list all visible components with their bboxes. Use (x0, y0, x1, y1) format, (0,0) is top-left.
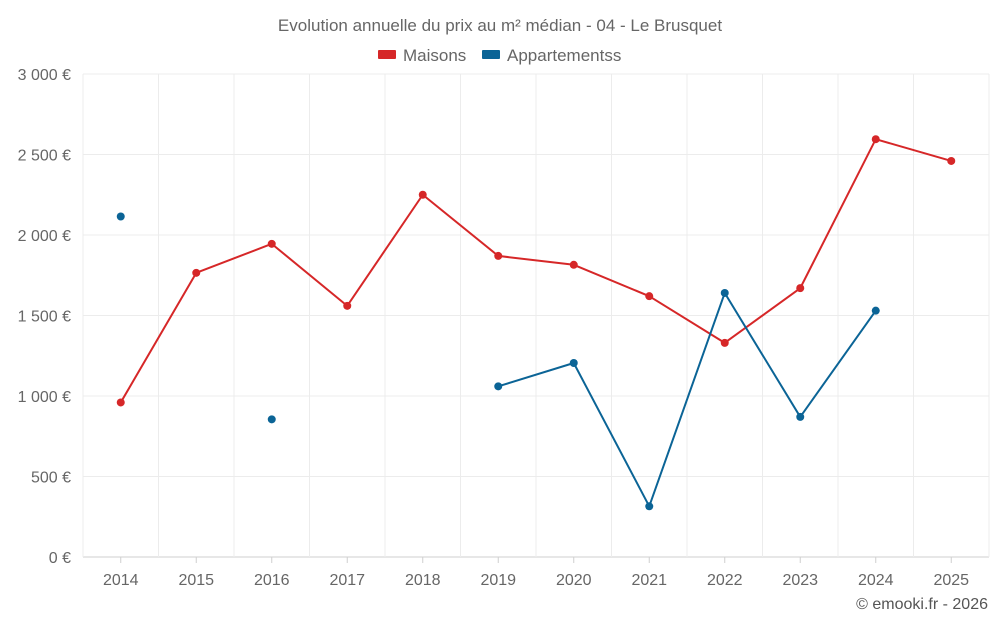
x-tick-label: 2025 (933, 572, 969, 589)
legend-item-appartements[interactable]: Appartementss (482, 46, 621, 65)
x-tick-label: 2017 (329, 572, 365, 589)
x-tick-label: 2022 (707, 572, 743, 589)
data-point-maisons-2015[interactable] (192, 268, 201, 277)
series-layer (116, 135, 956, 511)
y-tick-label: 2 000 € (18, 228, 71, 245)
legend-label-maisons: Maisons (403, 46, 466, 65)
data-point-appartementss-2016[interactable] (267, 415, 276, 424)
data-point-maisons-2018[interactable] (418, 190, 427, 199)
data-point-maisons-2023[interactable] (796, 284, 805, 293)
data-point-appartementss-2024[interactable] (871, 306, 880, 315)
x-tick-label: 2015 (178, 572, 214, 589)
data-point-appartementss-2019[interactable] (494, 382, 503, 391)
legend-swatch-appartements (482, 50, 500, 59)
grid (82, 73, 990, 558)
data-point-maisons-2019[interactable] (494, 251, 503, 260)
legend-swatch-maisons (378, 50, 396, 59)
y-tick-label: 1 000 € (18, 389, 71, 406)
data-point-maisons-2022[interactable] (720, 338, 729, 347)
y-tick-label: 3 000 € (18, 67, 71, 84)
x-tick-label: 2014 (103, 572, 139, 589)
legend-item-maisons[interactable]: Maisons (378, 46, 466, 65)
data-point-maisons-2024[interactable] (871, 135, 880, 144)
x-tick-label: 2021 (631, 572, 667, 589)
x-tick-label: 2018 (405, 572, 441, 589)
series-maisons (116, 135, 956, 407)
y-tick-label: 0 € (49, 550, 71, 567)
y-axis: 0 € 500 € 1 000 € 1 500 € 2 000 € 2 500 € 3 00… (18, 67, 71, 567)
data-point-maisons-2016[interactable] (267, 239, 276, 248)
legend-label-appartements: Appartementss (507, 46, 621, 65)
credit-text: © emooki.fr - 2026 (856, 596, 988, 613)
chart-legend: Maisons Appartementss (378, 46, 621, 65)
series-line-maisons (119, 138, 952, 403)
series-line-appartementss (497, 291, 877, 508)
data-point-appartementss-2023[interactable] (796, 412, 805, 421)
x-tick-label: 2016 (254, 572, 290, 589)
data-point-maisons-2017[interactable] (343, 301, 352, 310)
data-point-appartementss-2022[interactable] (720, 288, 729, 297)
x-tick-label: 2024 (858, 572, 894, 589)
data-point-appartementss-2021[interactable] (645, 502, 654, 511)
series-appartementss (116, 212, 880, 511)
y-tick-label: 2 500 € (18, 148, 71, 165)
y-tick-label: 500 € (31, 470, 71, 487)
y-tick-label: 1 500 € (18, 309, 71, 326)
data-point-maisons-2020[interactable] (569, 260, 578, 269)
x-tick-label: 2023 (782, 572, 818, 589)
data-point-maisons-2014[interactable] (116, 398, 125, 407)
data-point-maisons-2025[interactable] (947, 156, 956, 165)
x-tick-label: 2020 (556, 572, 592, 589)
chart-title: Evolution annuelle du prix au m² médian … (278, 16, 722, 35)
data-point-maisons-2021[interactable] (645, 292, 654, 301)
data-point-appartementss-2020[interactable] (569, 358, 578, 367)
data-point-appartementss-2014[interactable] (116, 212, 125, 221)
x-tick-label: 2019 (480, 572, 516, 589)
x-axis: 2014 2015 2016 2017 2018 2019 2020 2021 2022 2023… (103, 557, 969, 589)
